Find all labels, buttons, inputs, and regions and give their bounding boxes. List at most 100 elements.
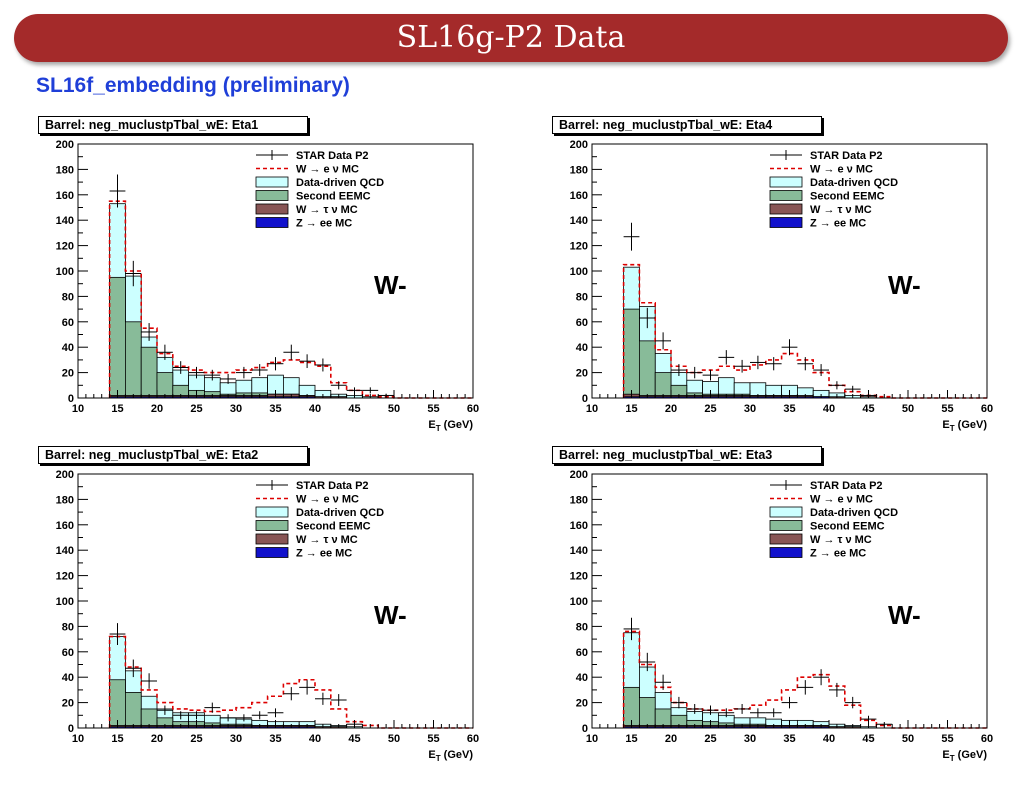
legend-second-eemc: Second EEMC (255, 520, 371, 533)
svg-text:W → τ ν MC: W → τ ν MC (810, 204, 872, 216)
y-tick-label: 120 (570, 241, 588, 253)
data-point (109, 174, 126, 208)
y-tick-label: 40 (62, 342, 74, 354)
panel-title: Barrel: neg_muclustpTbal_wE: Eta4 (552, 116, 822, 134)
legend-w-taunu-mc: W → τ ν MC (255, 533, 358, 546)
data-point (172, 361, 189, 374)
legend-w-taunu-mc: W → τ ν MC (769, 203, 872, 216)
svg-text:Second EEMC: Second EEMC (296, 191, 371, 203)
data-point (204, 369, 221, 381)
y-tick-label: 200 (56, 139, 74, 151)
x-tick-label: 45 (862, 403, 874, 415)
legend-z-ee-mc: Z → ee MC (769, 217, 866, 230)
x-tick-label: 35 (783, 733, 795, 745)
x-tick-label: 50 (902, 733, 914, 745)
legend-z-ee-mc: Z → ee MC (255, 217, 352, 230)
legend-w-enu-mc: W → e ν MC (770, 164, 873, 176)
data-point (686, 703, 703, 714)
legend-w-enu-mc: W → e ν MC (256, 164, 359, 176)
svg-text:Second EEMC: Second EEMC (810, 191, 885, 203)
data-point (623, 222, 640, 251)
histogram-eta1: 0 20 40 60 80 100 120 140 160 180 200 10 15 20 25 30 35 4… (56, 139, 479, 433)
y-tick-label: 120 (56, 571, 74, 583)
x-tick-label: 10 (72, 733, 84, 745)
panel-title: Barrel: neg_muclustpTbal_wE: Eta1 (38, 116, 308, 134)
x-tick-label: 35 (269, 403, 281, 415)
x-tick-label: 25 (704, 733, 716, 745)
y-tick-label: 60 (576, 317, 588, 329)
w-minus-label: W- (888, 270, 921, 300)
wenu-mc-line (622, 630, 987, 729)
data-point (671, 364, 687, 377)
data-point (188, 711, 205, 720)
y-tick-label: 200 (570, 139, 588, 151)
histogram-panel-eta1: Barrel: neg_muclustpTbal_wE: Eta1 0 20 40 6… (36, 116, 536, 456)
x-axis-label: ET (GeV) (942, 749, 987, 763)
data-point (157, 344, 173, 360)
wenu-mc-line (108, 200, 473, 399)
data-point (315, 358, 331, 372)
x-tick-label: 20 (665, 733, 677, 745)
y-tick-label: 60 (62, 317, 74, 329)
data-point (125, 659, 142, 678)
y-tick-label: 20 (576, 368, 588, 380)
y-tick-label: 160 (570, 520, 588, 532)
data-point (702, 705, 719, 715)
y-tick-label: 40 (576, 672, 588, 684)
svg-text:Z → ee MC: Z → ee MC (810, 218, 866, 230)
bar-eemc (639, 340, 656, 399)
svg-text:W → τ ν MC: W → τ ν MC (296, 204, 358, 216)
svg-text:Z → ee MC: Z → ee MC (296, 218, 352, 230)
data-point (188, 366, 205, 379)
data-point (330, 694, 347, 707)
y-tick-label: 0 (68, 393, 74, 405)
legend-second-eemc: Second EEMC (769, 190, 885, 203)
data-point (639, 307, 656, 329)
x-tick-label: 15 (111, 403, 123, 415)
x-tick-label: 35 (783, 403, 795, 415)
x-tick-label: 60 (467, 403, 479, 415)
data-point (797, 680, 814, 695)
y-tick-label: 100 (56, 596, 74, 608)
legend-star-data: STAR Data P2 (256, 150, 369, 162)
x-tick-label: 15 (625, 403, 637, 415)
data-point (172, 711, 189, 720)
x-tick-label: 35 (269, 733, 281, 745)
w-minus-label: W- (374, 270, 407, 300)
data-point (750, 355, 766, 370)
x-tick-label: 40 (309, 733, 321, 745)
y-tick-label: 80 (62, 621, 74, 633)
data-point (299, 354, 315, 369)
svg-text:Data-driven QCD: Data-driven QCD (810, 177, 898, 189)
x-tick-label: 55 (941, 733, 953, 745)
data-point (765, 357, 782, 371)
histogram-eta2: 0 20 40 60 80 100 120 140 160 180 200 10 15 20 25 30 35 4… (56, 469, 479, 763)
x-tick-label: 55 (427, 403, 439, 415)
histogram-panel-eta3: Barrel: neg_muclustpTbal_wE: Eta3 0 20 40 6… (550, 446, 1024, 786)
x-tick-label: 15 (111, 733, 123, 745)
data-point (267, 708, 284, 718)
legend-qcd: Data-driven QCD (255, 506, 384, 519)
y-tick-label: 20 (576, 698, 588, 710)
y-tick-label: 40 (62, 672, 74, 684)
legend-second-eemc: Second EEMC (769, 520, 885, 533)
legend-star-data: STAR Data P2 (770, 150, 883, 162)
y-tick-label: 100 (570, 596, 588, 608)
x-tick-label: 60 (467, 733, 479, 745)
svg-text:STAR Data P2: STAR Data P2 (296, 150, 369, 162)
y-tick-label: 20 (62, 368, 74, 380)
y-tick-label: 20 (62, 698, 74, 710)
data-point (813, 669, 829, 686)
data-point (220, 373, 236, 384)
data-point (251, 711, 268, 720)
svg-text:W → τ ν MC: W → τ ν MC (810, 534, 872, 546)
y-tick-label: 100 (570, 266, 588, 278)
page-title: SL16g-P2 Data (396, 20, 626, 55)
x-tick-label: 30 (230, 403, 242, 415)
y-tick-label: 180 (570, 494, 588, 506)
x-axis-label: ET (GeV) (428, 749, 473, 763)
data-point (844, 385, 861, 393)
y-tick-label: 80 (62, 291, 74, 303)
legend-w-taunu-mc: W → τ ν MC (769, 533, 872, 546)
legend-z-ee-mc: Z → ee MC (255, 547, 352, 560)
